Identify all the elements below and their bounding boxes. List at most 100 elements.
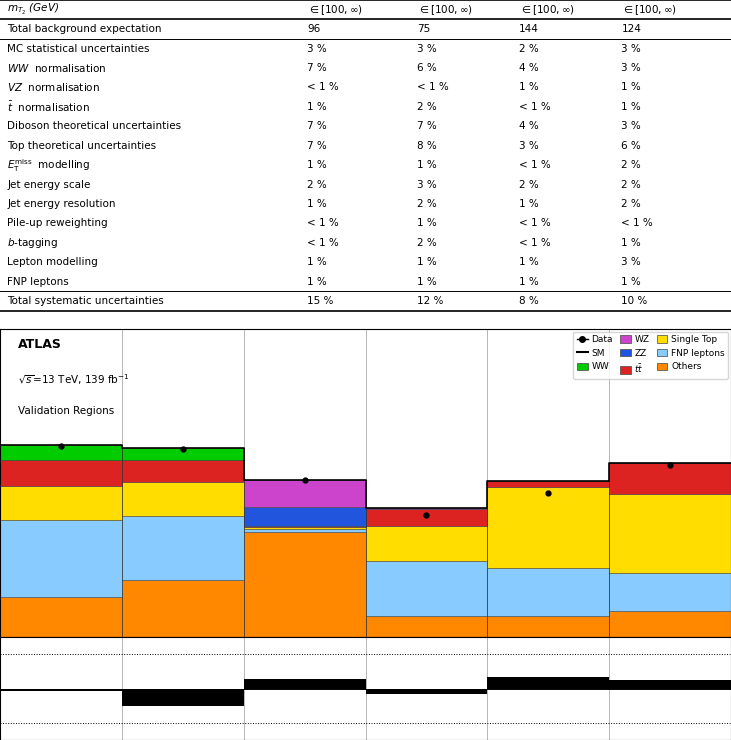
Bar [609,680,731,689]
Bar [488,568,609,616]
Text: < 1 %: < 1 % [307,218,338,229]
Text: FNP leptons: FNP leptons [7,277,69,286]
Bar [122,460,243,482]
Bar [609,610,731,740]
Bar [366,616,488,740]
Text: 2 %: 2 % [519,180,539,189]
Text: Validation Regions: Validation Regions [18,406,115,416]
Text: 2 %: 2 % [621,180,641,189]
Text: 2 %: 2 % [417,102,436,112]
Text: < 1 %: < 1 % [519,102,550,112]
Text: < 1 %: < 1 % [519,238,550,248]
Text: 2 %: 2 % [621,199,641,209]
Text: 7 %: 7 % [307,141,327,151]
Bar [243,679,366,689]
Text: Jet energy scale: Jet energy scale [7,180,91,189]
Text: $\in[100,\infty)$: $\in[100,\infty)$ [307,3,363,16]
Bar [122,689,243,706]
Text: Lepton modelling: Lepton modelling [7,258,98,267]
Text: 96: 96 [307,24,320,34]
Text: 8 %: 8 % [417,141,436,151]
Bar [243,508,366,525]
Bar [243,531,366,740]
Text: 2 %: 2 % [621,160,641,170]
Text: 4 %: 4 % [519,63,539,73]
Text: 1 %: 1 % [417,258,436,267]
Text: Jet energy resolution: Jet energy resolution [7,199,115,209]
Text: 1 %: 1 % [519,199,539,209]
Text: 3 %: 3 % [307,44,327,53]
Bar [366,561,488,616]
Text: 2 %: 2 % [417,199,436,209]
Bar [0,460,122,485]
Text: 1 %: 1 % [621,277,641,286]
Text: 12 %: 12 % [417,296,443,306]
Text: < 1 %: < 1 % [519,160,550,170]
Text: < 1 %: < 1 % [417,82,448,92]
Text: 1 %: 1 % [307,199,327,209]
Bar [609,494,731,573]
Text: Total systematic uncertainties: Total systematic uncertainties [7,296,164,306]
Text: $\sqrt{s}$=13 TeV, 139 fb$^{-1}$: $\sqrt{s}$=13 TeV, 139 fb$^{-1}$ [18,372,130,387]
Text: 2 %: 2 % [519,44,539,53]
Text: < 1 %: < 1 % [307,82,338,92]
Text: 1 %: 1 % [621,82,641,92]
Text: $\in[100,\infty)$: $\in[100,\infty)$ [621,3,678,16]
Bar [488,487,609,568]
Bar [0,485,122,520]
Text: $\bar{t}$  normalisation: $\bar{t}$ normalisation [7,100,90,114]
Text: 3 %: 3 % [621,44,641,53]
Bar [366,508,488,526]
Text: 2 %: 2 % [307,180,327,189]
Text: 124: 124 [621,24,641,34]
Text: $E_{\rm T}^{\rm miss}$  modelling: $E_{\rm T}^{\rm miss}$ modelling [7,157,91,174]
Text: 1 %: 1 % [417,160,436,170]
Text: 1 %: 1 % [519,277,539,286]
Text: $m_{T_2}$ (GeV): $m_{T_2}$ (GeV) [7,2,59,17]
Bar [366,526,488,561]
Bar [0,597,122,740]
Text: 1 %: 1 % [307,277,327,286]
Bar [488,616,609,740]
Text: 3 %: 3 % [621,258,641,267]
Text: 3 %: 3 % [621,121,641,131]
Bar [122,516,243,580]
Bar [243,528,366,529]
Text: $\in[100,\infty)$: $\in[100,\infty)$ [417,3,473,16]
Text: < 1 %: < 1 % [621,218,653,229]
Bar [243,480,366,508]
Text: 1 %: 1 % [621,102,641,112]
Bar [0,689,122,691]
Text: 6 %: 6 % [621,141,641,151]
Text: 7 %: 7 % [307,63,327,73]
Bar [122,580,243,740]
Text: $WW$  normalisation: $WW$ normalisation [7,62,107,74]
Text: 144: 144 [519,24,539,34]
Text: 3 %: 3 % [519,141,539,151]
Text: Pile-up reweighting: Pile-up reweighting [7,218,108,229]
Bar [609,463,731,494]
Text: 3 %: 3 % [417,44,436,53]
Text: 1 %: 1 % [519,258,539,267]
Text: 1 %: 1 % [519,82,539,92]
Bar [243,525,366,528]
Text: 1 %: 1 % [307,160,327,170]
Text: 1 %: 1 % [417,218,436,229]
Text: Total background expectation: Total background expectation [7,24,162,34]
Text: ATLAS: ATLAS [18,338,62,352]
Text: 7 %: 7 % [417,121,436,131]
Text: 2 %: 2 % [417,238,436,248]
Text: 7 %: 7 % [307,121,327,131]
Text: $b$-tagging: $b$-tagging [7,236,58,250]
Bar [243,529,366,531]
Text: < 1 %: < 1 % [519,218,550,229]
Text: MC statistical uncertainties: MC statistical uncertainties [7,44,150,53]
Text: Diboson theoretical uncertainties: Diboson theoretical uncertainties [7,121,181,131]
Text: 3 %: 3 % [621,63,641,73]
Legend: Data, SM, WW, WZ, ZZ, $t\bar{t}$, Single Top, FNP leptons, Others: Data, SM, WW, WZ, ZZ, $t\bar{t}$, Single… [573,332,728,379]
Bar [122,448,243,460]
Text: $VZ$  normalisation: $VZ$ normalisation [7,81,100,93]
Bar [609,573,731,610]
Text: 6 %: 6 % [417,63,436,73]
Text: 1 %: 1 % [307,258,327,267]
